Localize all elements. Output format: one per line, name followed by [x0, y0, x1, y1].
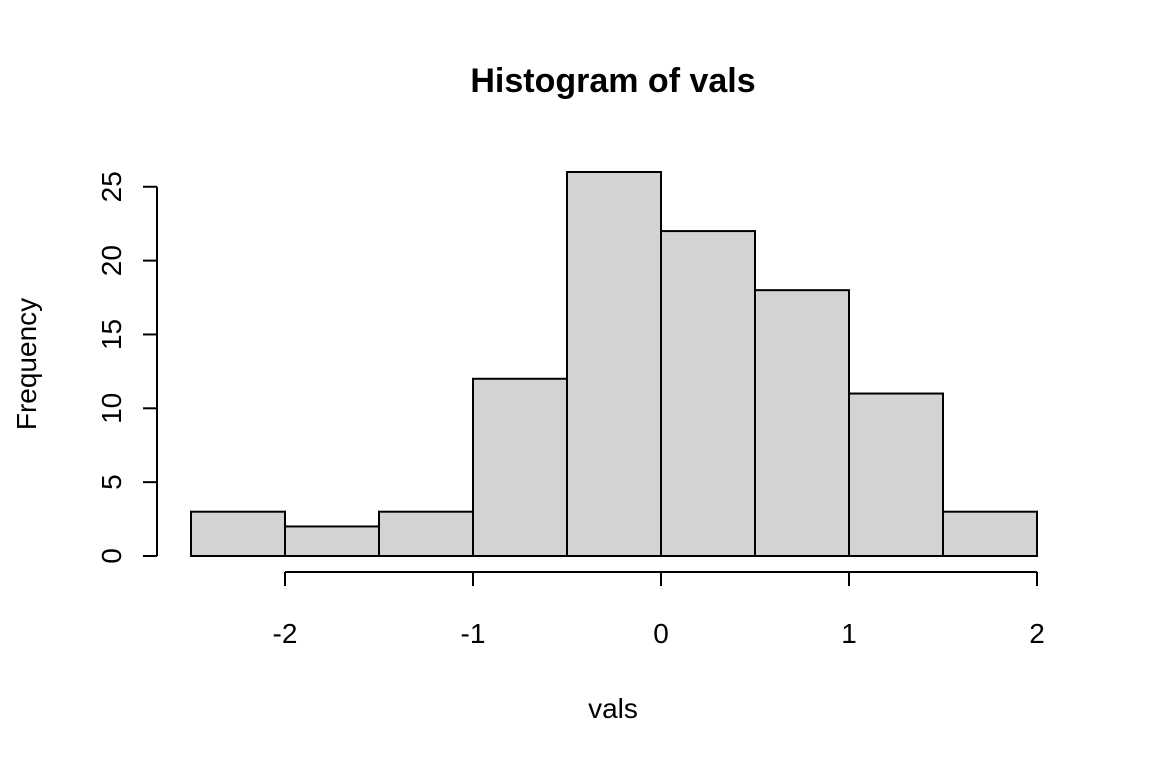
bars-group: [190, 171, 1038, 558]
histogram-bar: [378, 510, 474, 558]
y-tick-label: 25: [96, 171, 127, 202]
y-tick-label: 10: [96, 393, 127, 424]
histogram-bar: [942, 510, 1038, 558]
x-tick-label: 0: [653, 618, 669, 649]
y-axis-label: Frequency: [11, 298, 42, 430]
x-axis-label: vals: [588, 693, 638, 724]
histogram-bar: [754, 289, 850, 557]
y-tick-label: 0: [96, 548, 127, 564]
histogram-bar: [566, 171, 662, 557]
histogram-bar: [472, 377, 568, 557]
x-tick-label: 1: [841, 618, 857, 649]
y-tick-label: 20: [96, 245, 127, 276]
x-tick-label: 2: [1029, 618, 1045, 649]
x-tick-label: -2: [273, 618, 298, 649]
y-axis-ticks: 0 5 10 15 20 25: [96, 171, 157, 564]
histogram-bar: [660, 230, 756, 557]
y-tick-label: 15: [96, 319, 127, 350]
histogram-bar: [284, 525, 380, 558]
x-tick-label: -1: [461, 618, 486, 649]
y-tick-label: 5: [96, 474, 127, 490]
histogram-bar: [848, 392, 944, 557]
chart-title: Histogram of vals: [470, 62, 755, 100]
histogram-bar: [190, 510, 286, 558]
x-axis-ticks: -2 -1 0 1 2: [273, 572, 1045, 649]
